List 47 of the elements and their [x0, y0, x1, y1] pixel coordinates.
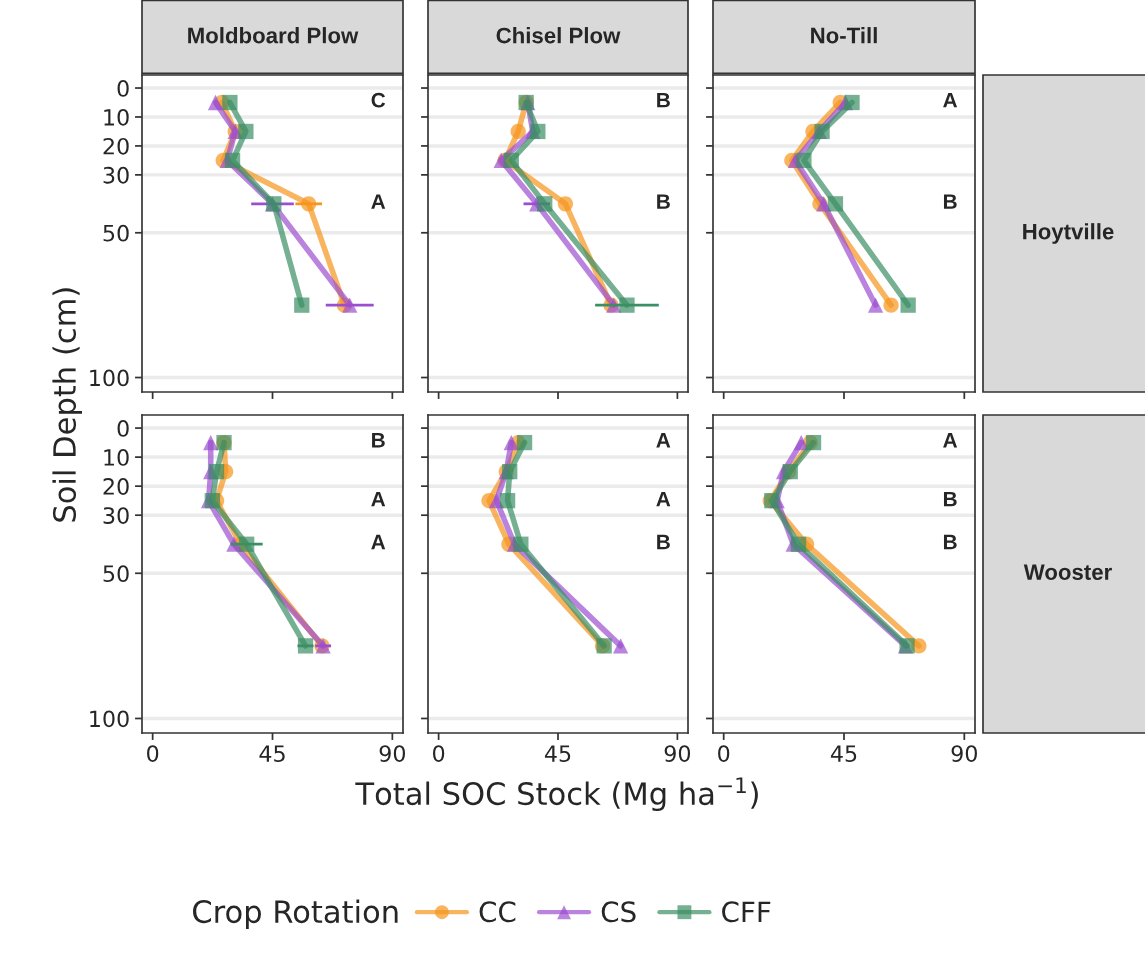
legend-title: Crop Rotation: [193, 899, 398, 930]
x-tick-label: 90: [379, 745, 406, 763]
y-tick-label: 20: [103, 137, 129, 155]
x-tick-label: 0: [433, 745, 445, 763]
y-tick-label: 10: [104, 449, 129, 466]
annotation: B: [943, 491, 957, 507]
y-tick-label: 100: [90, 710, 129, 728]
chart-title: Moldboard Plow: [188, 27, 359, 44]
legend-label: CC: [479, 901, 516, 923]
y2-axis-title: Wooster: [1023, 564, 1112, 580]
y-tick-label: 100: [90, 369, 129, 387]
annotation: B: [657, 194, 670, 209]
annotation: B: [943, 194, 957, 209]
legend-label: CFF: [722, 901, 771, 923]
annotation: A: [943, 93, 958, 108]
annotation: B: [372, 433, 385, 448]
y-tick-label: 0: [117, 420, 129, 437]
x-tick-label: 45: [830, 745, 857, 763]
x-tick-label: 45: [259, 745, 285, 763]
y-tick-label: 30: [103, 507, 129, 524]
annotation: B: [657, 93, 670, 108]
annotation: A: [371, 194, 386, 209]
annotation: B: [943, 534, 957, 550]
annotation: A: [656, 433, 671, 448]
annotation: B: [657, 534, 670, 550]
annotation: A: [656, 491, 671, 507]
x-tick-label: 0: [147, 745, 159, 763]
chart-title: No-Till: [811, 27, 877, 44]
y-tick-label: 20: [103, 478, 129, 495]
y-tick-label: 10: [104, 108, 129, 126]
x-tick-label: 45: [544, 745, 571, 763]
y-tick-label: 0: [117, 79, 129, 97]
y2-axis-title: Hoytville: [1023, 223, 1114, 244]
x-tick-label: 90: [951, 745, 977, 763]
x-tick-label: 0: [718, 745, 730, 763]
annotation: A: [371, 534, 386, 550]
y-tick-label: 50: [103, 565, 129, 583]
annotation: C: [371, 92, 386, 108]
legend-label: CS: [601, 901, 636, 923]
y-tick-label: 50: [103, 224, 129, 242]
x-tick-label: 90: [664, 745, 691, 763]
y-axis-title: Soil Depth (cm): [52, 288, 82, 522]
annotation: A: [371, 491, 386, 507]
y-tick-label: 30: [103, 166, 129, 184]
annotation: A: [943, 433, 958, 448]
chart-title: Chisel Plow: [496, 27, 621, 44]
x-axis-title: Total SOC Stock (Mg ha$^{−1}$): [355, 777, 758, 812]
